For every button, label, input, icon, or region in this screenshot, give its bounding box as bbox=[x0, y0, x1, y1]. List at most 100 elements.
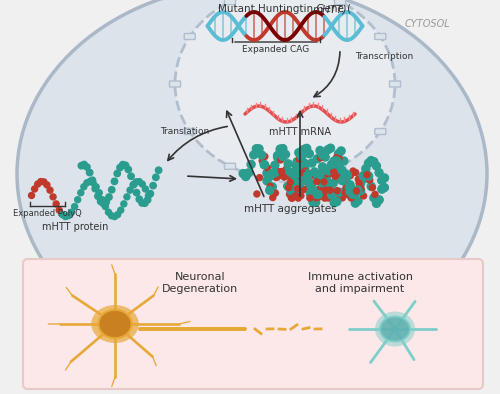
Circle shape bbox=[342, 190, 348, 196]
Circle shape bbox=[372, 162, 380, 170]
Circle shape bbox=[78, 190, 84, 196]
Circle shape bbox=[279, 152, 287, 161]
Circle shape bbox=[256, 175, 262, 180]
Circle shape bbox=[326, 144, 334, 152]
Circle shape bbox=[53, 201, 59, 207]
Circle shape bbox=[360, 175, 368, 183]
Circle shape bbox=[346, 192, 352, 198]
Circle shape bbox=[268, 183, 276, 191]
Circle shape bbox=[262, 153, 268, 160]
FancyBboxPatch shape bbox=[334, 0, 345, 5]
Circle shape bbox=[375, 169, 383, 177]
Circle shape bbox=[62, 214, 68, 219]
Circle shape bbox=[294, 186, 300, 192]
FancyBboxPatch shape bbox=[170, 81, 180, 87]
Circle shape bbox=[308, 184, 316, 192]
Circle shape bbox=[317, 178, 325, 186]
Circle shape bbox=[50, 194, 56, 200]
Circle shape bbox=[264, 165, 270, 171]
Circle shape bbox=[305, 172, 311, 178]
Circle shape bbox=[72, 204, 78, 210]
Circle shape bbox=[362, 165, 370, 173]
Circle shape bbox=[343, 185, 349, 191]
Circle shape bbox=[56, 207, 62, 213]
Circle shape bbox=[344, 171, 351, 179]
Circle shape bbox=[329, 171, 335, 177]
Circle shape bbox=[293, 158, 301, 166]
Circle shape bbox=[328, 191, 336, 199]
Circle shape bbox=[295, 149, 303, 157]
FancyBboxPatch shape bbox=[184, 128, 195, 134]
Circle shape bbox=[337, 194, 343, 200]
FancyBboxPatch shape bbox=[375, 128, 386, 134]
Circle shape bbox=[272, 190, 278, 196]
FancyBboxPatch shape bbox=[23, 259, 483, 389]
Circle shape bbox=[354, 188, 360, 194]
Circle shape bbox=[333, 198, 341, 206]
Circle shape bbox=[128, 173, 134, 179]
Circle shape bbox=[102, 204, 108, 210]
Circle shape bbox=[286, 185, 292, 191]
Circle shape bbox=[296, 156, 302, 162]
Circle shape bbox=[312, 198, 320, 206]
FancyBboxPatch shape bbox=[224, 0, 235, 5]
Circle shape bbox=[300, 159, 308, 167]
Circle shape bbox=[322, 175, 330, 182]
Text: mHTT protein: mHTT protein bbox=[42, 222, 108, 232]
Circle shape bbox=[303, 179, 309, 185]
Circle shape bbox=[330, 199, 338, 207]
Circle shape bbox=[252, 145, 260, 153]
Circle shape bbox=[310, 190, 316, 195]
Circle shape bbox=[114, 170, 120, 177]
Circle shape bbox=[287, 169, 295, 177]
Circle shape bbox=[271, 161, 279, 169]
Circle shape bbox=[90, 180, 96, 186]
Circle shape bbox=[380, 184, 388, 191]
Circle shape bbox=[322, 170, 330, 178]
Circle shape bbox=[359, 174, 365, 180]
Circle shape bbox=[334, 155, 340, 161]
Circle shape bbox=[300, 186, 306, 193]
Circle shape bbox=[362, 169, 370, 177]
Circle shape bbox=[360, 193, 366, 199]
Circle shape bbox=[316, 186, 322, 192]
Circle shape bbox=[338, 172, 344, 178]
Ellipse shape bbox=[98, 310, 132, 338]
Circle shape bbox=[120, 162, 126, 168]
Circle shape bbox=[334, 150, 342, 158]
Circle shape bbox=[308, 181, 314, 187]
Circle shape bbox=[127, 187, 133, 193]
Circle shape bbox=[352, 199, 360, 207]
Circle shape bbox=[328, 187, 334, 193]
Circle shape bbox=[306, 186, 314, 194]
Circle shape bbox=[304, 172, 312, 180]
Circle shape bbox=[292, 162, 300, 169]
Circle shape bbox=[290, 178, 298, 186]
Circle shape bbox=[322, 195, 328, 201]
Circle shape bbox=[276, 145, 284, 153]
Circle shape bbox=[100, 197, 105, 203]
Circle shape bbox=[92, 186, 98, 192]
Text: mHTT mRNA: mHTT mRNA bbox=[269, 127, 331, 137]
Circle shape bbox=[340, 157, 348, 165]
Circle shape bbox=[299, 154, 305, 160]
Circle shape bbox=[328, 161, 336, 169]
Circle shape bbox=[94, 193, 101, 199]
Circle shape bbox=[139, 200, 145, 206]
Circle shape bbox=[344, 181, 350, 187]
Circle shape bbox=[302, 167, 308, 174]
Circle shape bbox=[311, 173, 317, 178]
Circle shape bbox=[287, 186, 295, 195]
Circle shape bbox=[263, 177, 271, 185]
Circle shape bbox=[312, 170, 318, 176]
Circle shape bbox=[108, 213, 114, 219]
Circle shape bbox=[278, 157, 283, 163]
Circle shape bbox=[310, 171, 318, 179]
Circle shape bbox=[44, 182, 50, 188]
Circle shape bbox=[346, 181, 354, 189]
Circle shape bbox=[291, 189, 297, 195]
Circle shape bbox=[348, 193, 356, 201]
Circle shape bbox=[314, 178, 320, 184]
Circle shape bbox=[292, 193, 298, 199]
Circle shape bbox=[306, 190, 314, 198]
